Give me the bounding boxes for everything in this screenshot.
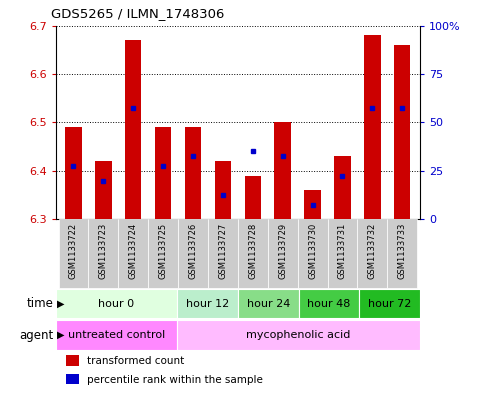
Text: GSM1133727: GSM1133727 <box>218 223 227 279</box>
Text: GSM1133729: GSM1133729 <box>278 223 287 279</box>
FancyBboxPatch shape <box>177 289 238 318</box>
Bar <box>334 156 351 219</box>
Text: untreated control: untreated control <box>68 330 165 340</box>
FancyBboxPatch shape <box>268 219 298 288</box>
FancyBboxPatch shape <box>58 219 88 288</box>
Bar <box>304 190 321 219</box>
Text: agent: agent <box>19 329 53 342</box>
Bar <box>67 374 79 384</box>
Bar <box>155 127 171 219</box>
Text: GSM1133726: GSM1133726 <box>188 223 198 279</box>
Text: hour 48: hour 48 <box>307 299 351 309</box>
Text: GSM1133733: GSM1133733 <box>398 223 407 279</box>
Bar <box>185 127 201 219</box>
Text: GDS5265 / ILMN_1748306: GDS5265 / ILMN_1748306 <box>51 7 224 20</box>
FancyBboxPatch shape <box>238 219 268 288</box>
FancyBboxPatch shape <box>118 219 148 288</box>
Text: GSM1133730: GSM1133730 <box>308 223 317 279</box>
Bar <box>394 45 411 219</box>
Text: hour 12: hour 12 <box>186 299 229 309</box>
Bar <box>67 355 79 365</box>
Text: ▶: ▶ <box>57 330 64 340</box>
FancyBboxPatch shape <box>238 289 298 318</box>
Text: percentile rank within the sample: percentile rank within the sample <box>86 375 262 385</box>
FancyBboxPatch shape <box>177 320 420 350</box>
Text: hour 24: hour 24 <box>247 299 290 309</box>
Text: ▶: ▶ <box>57 299 64 309</box>
Text: GSM1133722: GSM1133722 <box>69 223 78 279</box>
Text: GSM1133725: GSM1133725 <box>158 223 168 279</box>
Text: GSM1133728: GSM1133728 <box>248 223 257 279</box>
Bar <box>215 161 231 219</box>
FancyBboxPatch shape <box>148 219 178 288</box>
Bar <box>125 40 142 219</box>
Text: mycophenolic acid: mycophenolic acid <box>246 330 351 340</box>
Text: GSM1133732: GSM1133732 <box>368 223 377 279</box>
Bar <box>95 161 112 219</box>
FancyBboxPatch shape <box>327 219 357 288</box>
FancyBboxPatch shape <box>88 219 118 288</box>
FancyBboxPatch shape <box>359 289 420 318</box>
Bar <box>274 122 291 219</box>
Text: GSM1133731: GSM1133731 <box>338 223 347 279</box>
Text: hour 0: hour 0 <box>98 299 134 309</box>
Bar <box>65 127 82 219</box>
Bar <box>364 35 381 219</box>
FancyBboxPatch shape <box>56 289 177 318</box>
Bar <box>244 176 261 219</box>
Text: time: time <box>26 297 53 310</box>
FancyBboxPatch shape <box>208 219 238 288</box>
FancyBboxPatch shape <box>178 219 208 288</box>
FancyBboxPatch shape <box>387 219 417 288</box>
FancyBboxPatch shape <box>298 289 359 318</box>
FancyBboxPatch shape <box>56 320 177 350</box>
Text: hour 72: hour 72 <box>368 299 412 309</box>
Text: GSM1133723: GSM1133723 <box>99 223 108 279</box>
FancyBboxPatch shape <box>357 219 387 288</box>
FancyBboxPatch shape <box>298 219 327 288</box>
Text: transformed count: transformed count <box>86 356 184 366</box>
Text: GSM1133724: GSM1133724 <box>129 223 138 279</box>
